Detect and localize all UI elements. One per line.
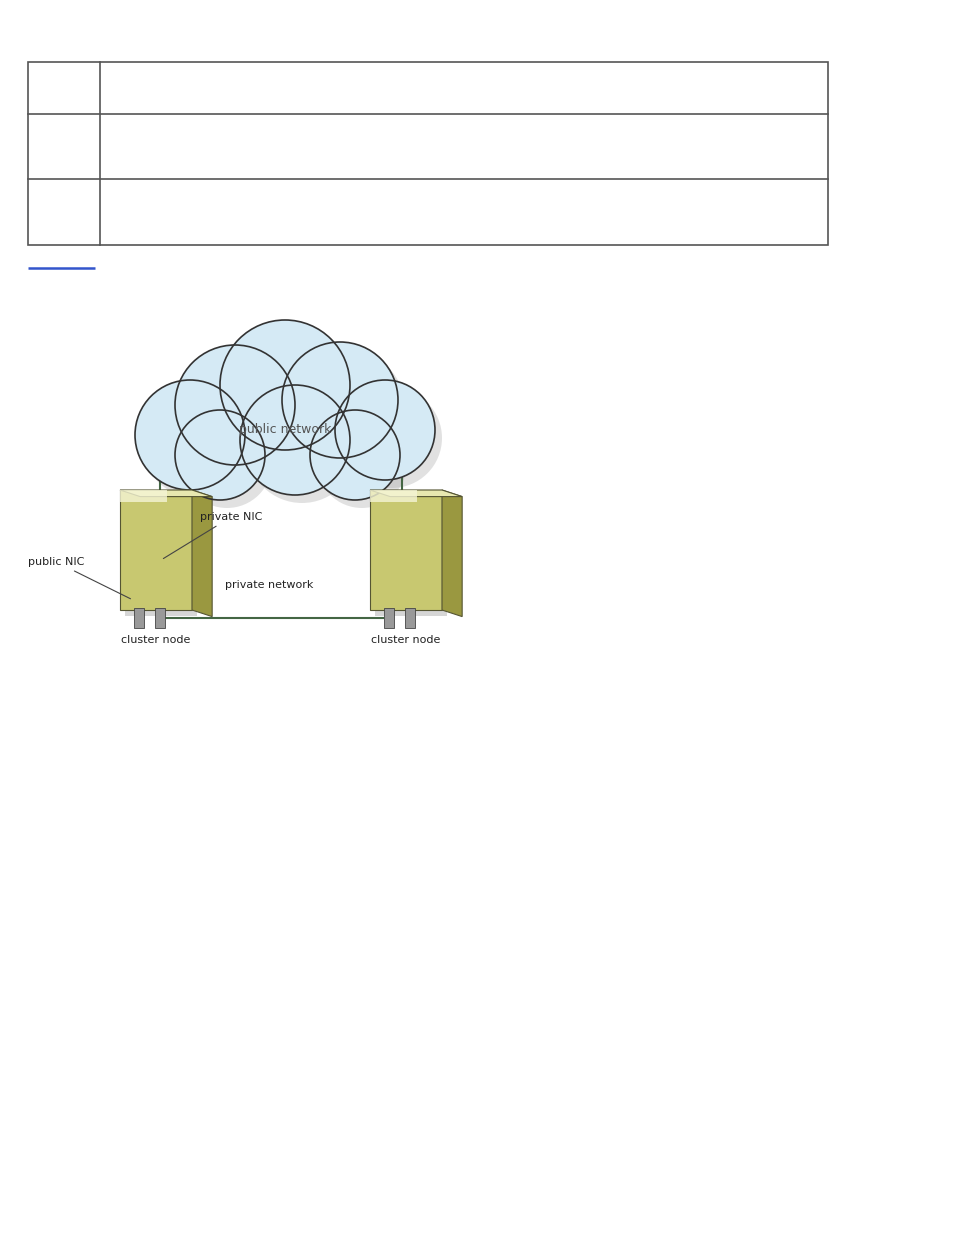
Ellipse shape bbox=[316, 417, 407, 508]
Ellipse shape bbox=[247, 393, 356, 503]
Ellipse shape bbox=[240, 385, 350, 495]
Polygon shape bbox=[192, 490, 212, 616]
Ellipse shape bbox=[289, 350, 405, 466]
Bar bbox=[384, 608, 394, 629]
Bar bbox=[134, 608, 144, 629]
Ellipse shape bbox=[335, 380, 435, 480]
Text: private NIC: private NIC bbox=[163, 513, 262, 558]
Bar bbox=[154, 608, 164, 629]
Ellipse shape bbox=[282, 342, 397, 458]
Bar bbox=[404, 608, 415, 629]
Ellipse shape bbox=[227, 329, 356, 458]
Text: cluster node: cluster node bbox=[121, 635, 191, 645]
Text: public NIC: public NIC bbox=[28, 557, 131, 599]
Ellipse shape bbox=[182, 353, 302, 473]
Ellipse shape bbox=[174, 410, 265, 500]
Bar bbox=[370, 490, 441, 610]
Ellipse shape bbox=[341, 388, 441, 488]
Polygon shape bbox=[441, 490, 461, 616]
Bar bbox=[120, 490, 167, 501]
Bar bbox=[28, 62, 827, 245]
Bar bbox=[370, 490, 416, 501]
Ellipse shape bbox=[135, 380, 245, 490]
Text: private network: private network bbox=[225, 580, 313, 590]
Text: public network: public network bbox=[238, 424, 331, 436]
Ellipse shape bbox=[220, 320, 350, 450]
Bar bbox=[120, 490, 192, 610]
Polygon shape bbox=[370, 490, 461, 496]
Ellipse shape bbox=[174, 345, 294, 466]
Ellipse shape bbox=[182, 417, 272, 508]
Ellipse shape bbox=[310, 410, 399, 500]
Bar bbox=[375, 496, 447, 616]
Ellipse shape bbox=[142, 388, 252, 498]
Text: cluster node: cluster node bbox=[371, 635, 440, 645]
Polygon shape bbox=[120, 490, 212, 496]
Bar bbox=[125, 496, 196, 616]
